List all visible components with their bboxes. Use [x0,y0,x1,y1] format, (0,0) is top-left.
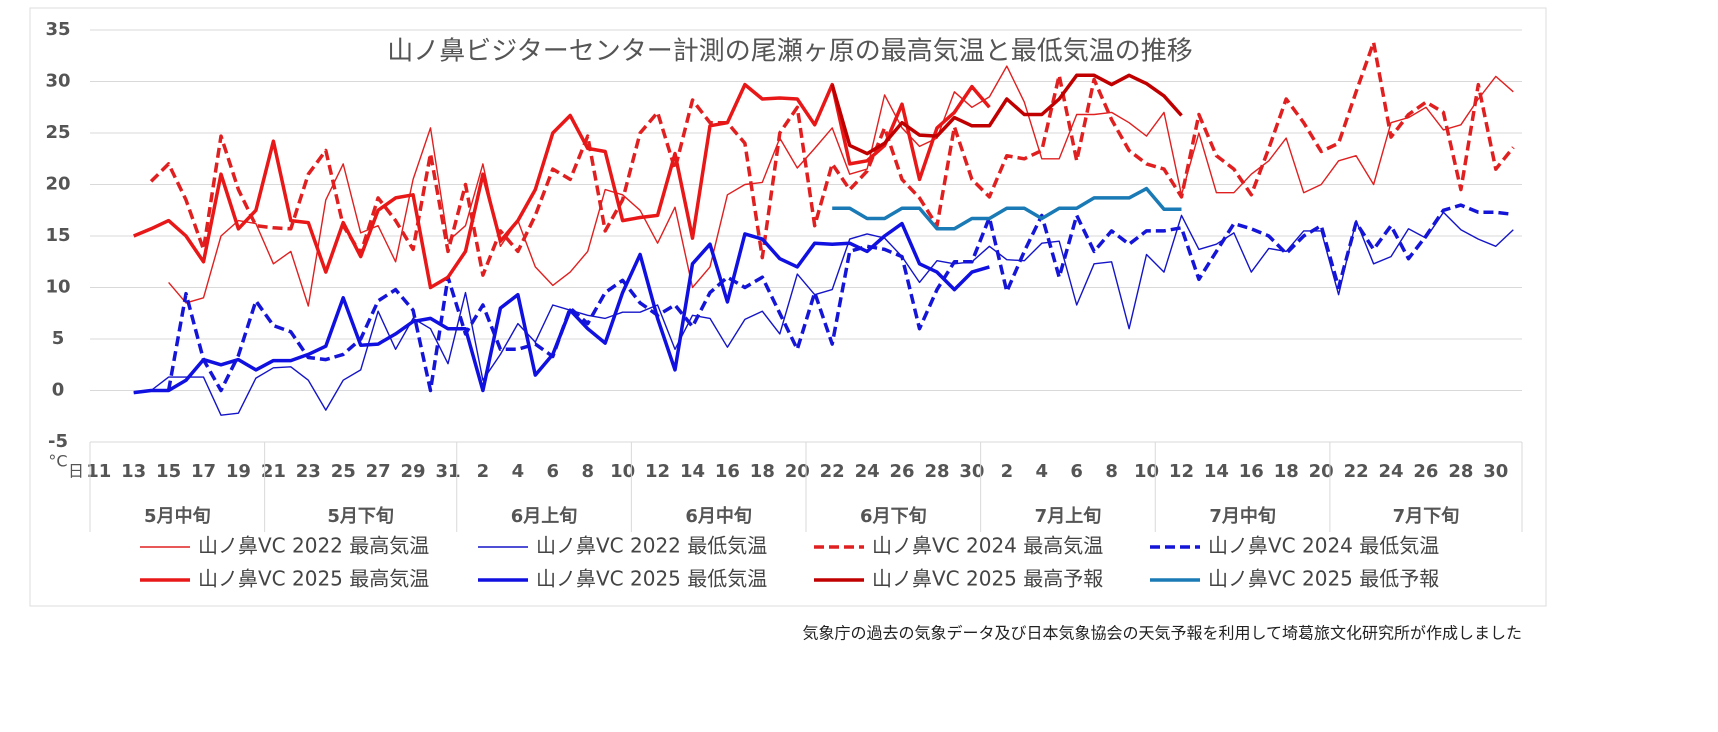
series-line [133,221,990,395]
chart-title: 山ノ鼻ビジターセンター計測の尾瀬ヶ原の最高気温と最低気温の推移 [387,37,1192,67]
x-tick-label: 18 [750,461,775,482]
x-tick-label: 21 [261,461,286,482]
series-line [166,203,1514,393]
series-line [832,186,1182,231]
y-tick-label: 5 [52,328,65,349]
x-tick-label: 2 [1001,461,1014,482]
x-tick-label: 14 [1204,461,1229,482]
x-tick-label: 29 [401,461,426,482]
series-line [133,82,991,290]
x-tick-label: 31 [435,461,460,482]
y-unit: °C [48,452,67,471]
group-label: 7月中旬 [1209,505,1276,527]
y-tick-label: 20 [45,174,70,195]
x-tick-label: 25 [331,461,356,482]
x-tick-label: 11 [86,461,111,482]
x-tick-label: 12 [645,461,670,482]
legend-label: 山ノ鼻VC 2022 最低気温 [536,534,767,558]
x-tick-label: 15 [156,461,181,482]
x-tick-label: 30 [959,461,984,482]
legend-label: 山ノ鼻VC 2022 最高気温 [198,534,429,558]
series-line [168,65,1514,307]
x-tick-label: 8 [581,461,594,482]
series-line [149,40,1515,277]
note: 気象庁の過去の気象データ及び日本気象協会の天気予報を利用して埼葛旅文化研究所が作… [802,624,1522,643]
y-tick-label: 35 [45,19,70,40]
y-tick-label: -5 [48,431,68,452]
x-tick-label: 27 [366,461,391,482]
x-tick-label: 24 [1378,461,1403,482]
y-tick-label: 30 [45,71,70,92]
legend-label: 山ノ鼻VC 2025 最低気温 [536,567,767,591]
group-label: 7月上旬 [1035,505,1102,527]
y-tick-label: 0 [52,380,65,401]
x-tick-label: 16 [715,461,740,482]
y-tick-label: 25 [45,122,70,143]
group-label: 5月中旬 [144,505,211,527]
x-tick-label: 14 [680,461,705,482]
x-tick-label: 4 [512,461,525,482]
x-tick-label: 28 [924,461,949,482]
group-label: 7月下旬 [1393,505,1460,527]
x-tick-label: 24 [855,461,880,482]
legend-label: 山ノ鼻VC 2025 最高予報 [872,567,1103,591]
x-tick-label: 4 [1035,461,1048,482]
x-tick-label: 26 [1413,461,1438,482]
group-label: 5月下旬 [327,505,394,527]
group-label: 6月下旬 [860,505,927,527]
x-tick-label: 30 [1483,461,1508,482]
x-tick-label: 22 [1344,461,1369,482]
x-tick-label: 2 [477,461,490,482]
legend-label: 山ノ鼻VC 2024 最高気温 [872,534,1103,558]
x-tick-label: 18 [1274,461,1299,482]
x-tick-label: 26 [890,461,915,482]
x-tick-label: 10 [610,461,635,482]
legend-label: 山ノ鼻VC 2024 最低気温 [1208,534,1439,558]
legend-label: 山ノ鼻VC 2025 最低予報 [1208,567,1439,591]
x-tick-label: 19 [226,461,251,482]
series-line [830,73,1183,156]
x-tick-label: 28 [1448,461,1473,482]
x-tick-label: 6 [547,461,560,482]
x-tick-label: 23 [296,461,321,482]
x-tick-label: 8 [1105,461,1118,482]
x-unit: 日 [68,462,84,481]
legend-label: 山ノ鼻VC 2025 最高気温 [198,567,429,591]
x-tick-label: 16 [1239,461,1264,482]
x-tick-label: 22 [820,461,845,482]
x-tick-label: 20 [785,461,810,482]
y-tick-label: 10 [45,277,70,298]
x-tick-label: 10 [1134,461,1159,482]
x-tick-label: 12 [1169,461,1194,482]
x-tick-label: 13 [121,461,146,482]
group-label: 6月中旬 [685,505,752,527]
x-tick-label: 6 [1070,461,1083,482]
group-label: 6月上旬 [511,505,578,527]
x-tick-label: 17 [191,461,216,482]
y-tick-label: 15 [45,225,70,246]
x-tick-label: 20 [1309,461,1334,482]
